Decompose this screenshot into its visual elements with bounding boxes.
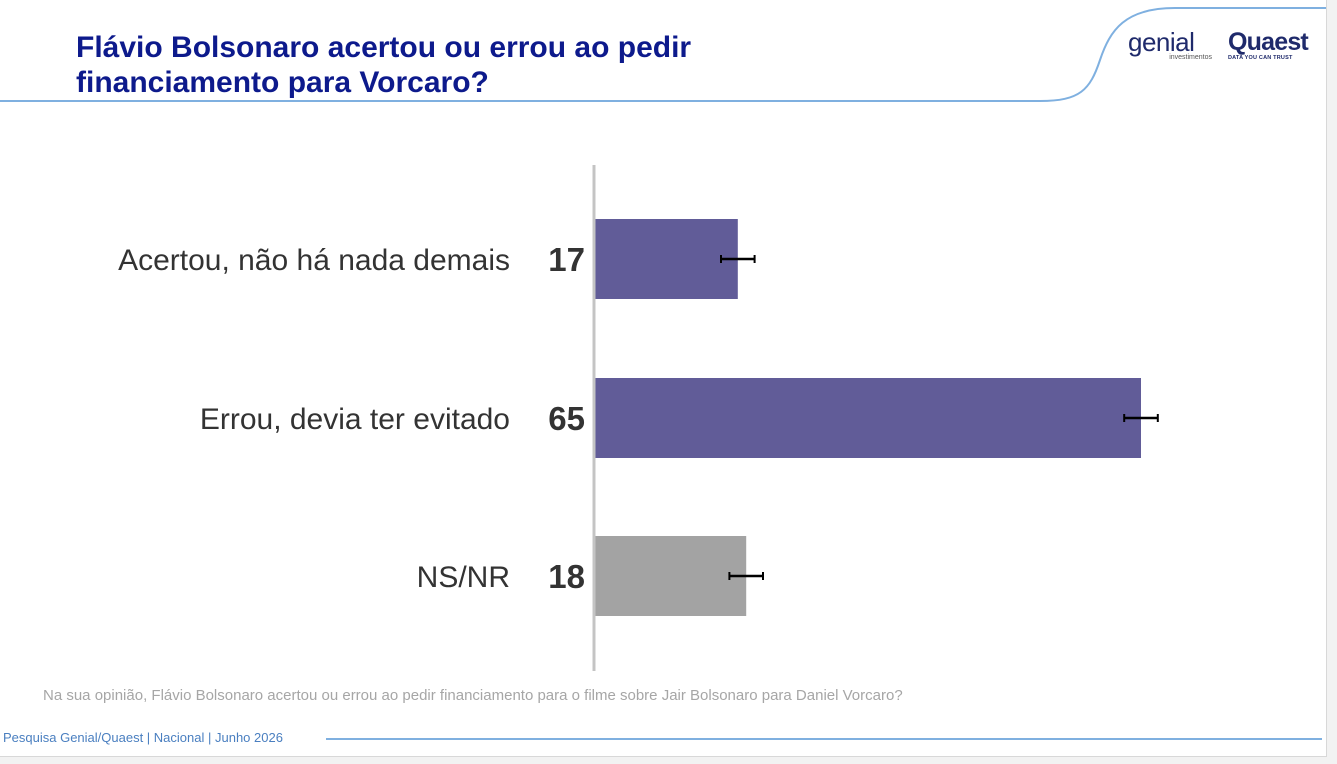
quaest-logo: Quaest DATA YOU CAN TRUST <box>1228 28 1318 68</box>
footer-divider <box>326 738 1322 740</box>
genial-logo-subtext: investimentos <box>1169 54 1212 61</box>
category-label-1: Errou, devia ter evitado <box>200 403 510 436</box>
bar-0 <box>595 219 738 299</box>
value-label-2: 18 <box>548 558 585 595</box>
value-label-0: 17 <box>548 241 585 278</box>
category-label-0: Acertou, não há nada demais <box>118 244 510 277</box>
genial-logo: genial investimentos <box>1128 28 1218 68</box>
bar-chart: 17 Acertou, não há nada demais 65 Errou, de… <box>118 165 1159 671</box>
quaest-logo-text: Quaest <box>1228 28 1309 56</box>
genial-logo-text: genial <box>1128 27 1195 57</box>
value-label-1: 65 <box>548 400 585 437</box>
bar-2 <box>595 536 747 616</box>
category-label-2: NS/NR <box>417 561 510 594</box>
chart-title: Flávio Bolsonaro acertou ou errou ao ped… <box>76 31 692 99</box>
header-decoration <box>0 7 1326 102</box>
survey-question: Na sua opinião, Flávio Bolsonaro acertou… <box>43 687 903 704</box>
bar-1 <box>595 378 1141 458</box>
quaest-logo-subtext: DATA YOU CAN TRUST <box>1228 55 1293 61</box>
footer-source: Pesquisa Genial/Quaest | Nacional | Junh… <box>3 730 283 745</box>
